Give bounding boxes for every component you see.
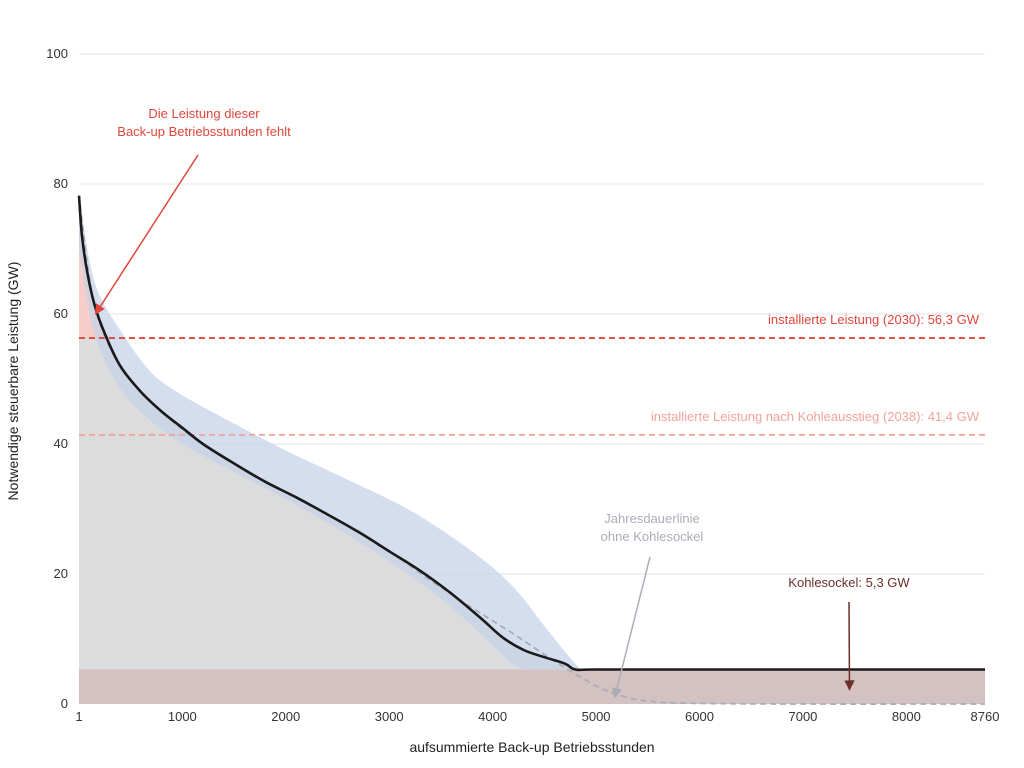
without-coal-annotation-line-2: ohne Kohlesockel [601, 529, 704, 544]
reference-lines: installierte Leistung (2030): 56,3 GW ins… [79, 312, 985, 436]
uncertainty-band [79, 195, 581, 670]
y-tick-label-60: 60 [54, 306, 68, 321]
x-axis-label: aufsummierte Back-up Betriebsstunden [409, 739, 654, 755]
coal-base-annotation-line-1: Kohlesockel: 5,3 GW [788, 575, 910, 590]
covered-area [79, 336, 985, 704]
y-axis-label: Notwendige steuerbare Leistung (GW) [5, 262, 21, 501]
y-tick-label-40: 40 [54, 436, 68, 451]
annotations: Die Leistung dieser Back-up Betriebsstund… [94, 106, 910, 699]
x-tick-label-5000: 5000 [582, 709, 611, 724]
x-tick-label-1: 1 [75, 709, 82, 724]
x-tick-label-8000: 8000 [892, 709, 921, 724]
y-tick-label-20: 20 [54, 566, 68, 581]
coal-base-area [79, 669, 985, 704]
x-tick-label-7000: 7000 [788, 709, 817, 724]
x-tick-label-3000: 3000 [375, 709, 404, 724]
chart-areas [79, 195, 985, 704]
x-tick-label-6000: 6000 [685, 709, 714, 724]
y-tick-label-0: 0 [61, 696, 68, 711]
deficit-annotation-line-1: Die Leistung dieser [148, 106, 260, 121]
x-tick-label-1000: 1000 [168, 709, 197, 724]
x-tick-label-2000: 2000 [271, 709, 300, 724]
reference-label-1: installierte Leistung (2030): 56,3 GW [768, 312, 980, 327]
reference-label-2: installierte Leistung nach Kohleausstieg… [651, 409, 980, 424]
without-coal-annotation-line-1: Jahresdauerlinie [604, 511, 699, 526]
x-tick-label-8760: 8760 [971, 709, 1000, 724]
deficit-arrow [94, 154, 199, 315]
without-coal-arrow [611, 556, 651, 699]
y-tick-label-80: 80 [54, 176, 68, 191]
deficit-annotation-line-2: Back-up Betriebsstunden fehlt [117, 124, 291, 139]
x-tick-label-4000: 4000 [478, 709, 507, 724]
tick-labels: 0 20 40 60 80 100 1 1000 2000 3000 4000 5000 6000 700… [46, 46, 999, 724]
main-curve [77, 195, 985, 672]
y-tick-label-100: 100 [46, 46, 68, 61]
series-lines [77, 195, 986, 705]
